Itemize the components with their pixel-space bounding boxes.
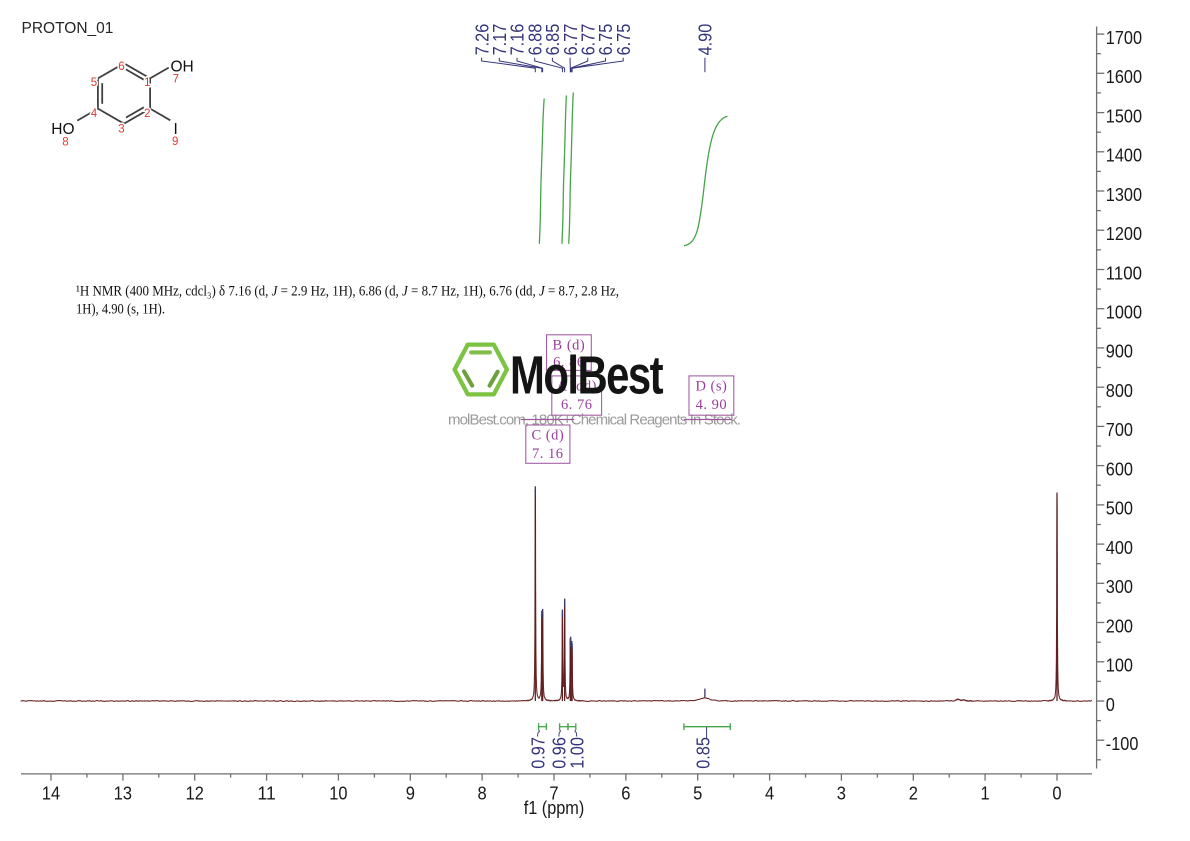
svg-text:1: 1 <box>981 783 990 804</box>
svg-text:4. 90: 4. 90 <box>696 397 728 413</box>
svg-text:6: 6 <box>621 783 630 804</box>
svg-text:6.77: 6.77 <box>578 24 599 56</box>
svg-text:-100: -100 <box>1106 733 1139 754</box>
svg-text:1H), 4.90 (s, 1H).: 1H), 4.90 (s, 1H). <box>76 300 165 317</box>
svg-text:D (s): D (s) <box>695 379 727 395</box>
svg-text:1000: 1000 <box>1106 302 1142 323</box>
svg-text:C (d): C (d) <box>531 428 564 444</box>
svg-text:molBest.com, 180K+Chemical Rea: molBest.com, 180K+Chemical Reagents In S… <box>448 412 741 429</box>
svg-text:I: I <box>174 121 178 138</box>
svg-text:0.85: 0.85 <box>693 737 714 769</box>
svg-text:0: 0 <box>1052 783 1061 804</box>
svg-text:6.75: 6.75 <box>613 24 634 56</box>
svg-text:7.26: 7.26 <box>471 24 492 56</box>
svg-text:6.75: 6.75 <box>595 24 616 56</box>
svg-text:1.00: 1.00 <box>566 737 587 769</box>
svg-text:700: 700 <box>1106 419 1133 440</box>
svg-text:1: 1 <box>144 77 150 89</box>
svg-text:1400: 1400 <box>1106 145 1142 166</box>
svg-text:MolBest: MolBest <box>510 346 664 406</box>
svg-text:7.16: 7.16 <box>507 24 528 56</box>
svg-text:f1 (ppm): f1 (ppm) <box>524 797 585 818</box>
svg-text:0.96: 0.96 <box>549 737 570 769</box>
svg-text:1300: 1300 <box>1106 184 1142 205</box>
svg-text:2: 2 <box>144 108 150 120</box>
svg-text:B (d): B (d) <box>553 337 586 353</box>
svg-text:100: 100 <box>1106 655 1133 676</box>
svg-text:5: 5 <box>91 77 97 89</box>
svg-text:6. 86: 6. 86 <box>553 355 585 371</box>
svg-text:6: 6 <box>118 61 124 73</box>
svg-text:1600: 1600 <box>1106 66 1142 87</box>
svg-text:7: 7 <box>549 783 558 804</box>
svg-text:5: 5 <box>693 783 702 804</box>
svg-text:OH: OH <box>171 59 194 76</box>
svg-text:¹H NMR (400 MHz, cdcl₃) δ 7.16: ¹H NMR (400 MHz, cdcl₃) δ 7.16 (d, J = 2… <box>76 283 619 300</box>
svg-text:800: 800 <box>1106 380 1133 401</box>
svg-text:8: 8 <box>478 783 487 804</box>
svg-text:4: 4 <box>91 108 98 120</box>
svg-text:12: 12 <box>186 783 204 804</box>
svg-text:6.77: 6.77 <box>560 24 581 56</box>
svg-text:11: 11 <box>258 783 276 804</box>
svg-text:3: 3 <box>118 124 124 136</box>
svg-text:6.88: 6.88 <box>524 24 545 56</box>
svg-text:A (dd): A (dd) <box>556 379 596 395</box>
svg-text:9: 9 <box>406 783 415 804</box>
svg-text:1200: 1200 <box>1106 223 1142 244</box>
svg-text:7. 16: 7. 16 <box>532 446 564 462</box>
svg-text:7: 7 <box>173 73 179 85</box>
svg-text:3: 3 <box>837 783 846 804</box>
svg-text:7.17: 7.17 <box>489 24 510 56</box>
svg-text:1500: 1500 <box>1106 105 1142 126</box>
svg-text:HO: HO <box>51 121 74 138</box>
svg-text:0: 0 <box>1106 694 1115 715</box>
svg-text:200: 200 <box>1106 615 1133 636</box>
svg-text:600: 600 <box>1106 458 1133 479</box>
svg-text:1700: 1700 <box>1106 27 1142 48</box>
svg-text:9: 9 <box>172 136 178 148</box>
svg-text:4: 4 <box>765 783 774 804</box>
svg-text:4.90: 4.90 <box>695 24 716 56</box>
svg-text:10: 10 <box>329 783 347 804</box>
svg-text:8: 8 <box>62 136 68 148</box>
svg-text:6.85: 6.85 <box>542 24 563 56</box>
svg-text:2: 2 <box>909 783 918 804</box>
svg-text:300: 300 <box>1106 576 1133 597</box>
svg-text:14: 14 <box>42 783 60 804</box>
svg-text:900: 900 <box>1106 341 1133 362</box>
svg-text:0.97: 0.97 <box>527 737 548 769</box>
svg-text:1100: 1100 <box>1106 262 1142 283</box>
svg-text:13: 13 <box>114 783 132 804</box>
svg-text:400: 400 <box>1106 537 1133 558</box>
svg-text:PROTON_01: PROTON_01 <box>22 20 114 37</box>
svg-text:500: 500 <box>1106 498 1133 519</box>
svg-text:6. 76: 6. 76 <box>561 397 593 413</box>
